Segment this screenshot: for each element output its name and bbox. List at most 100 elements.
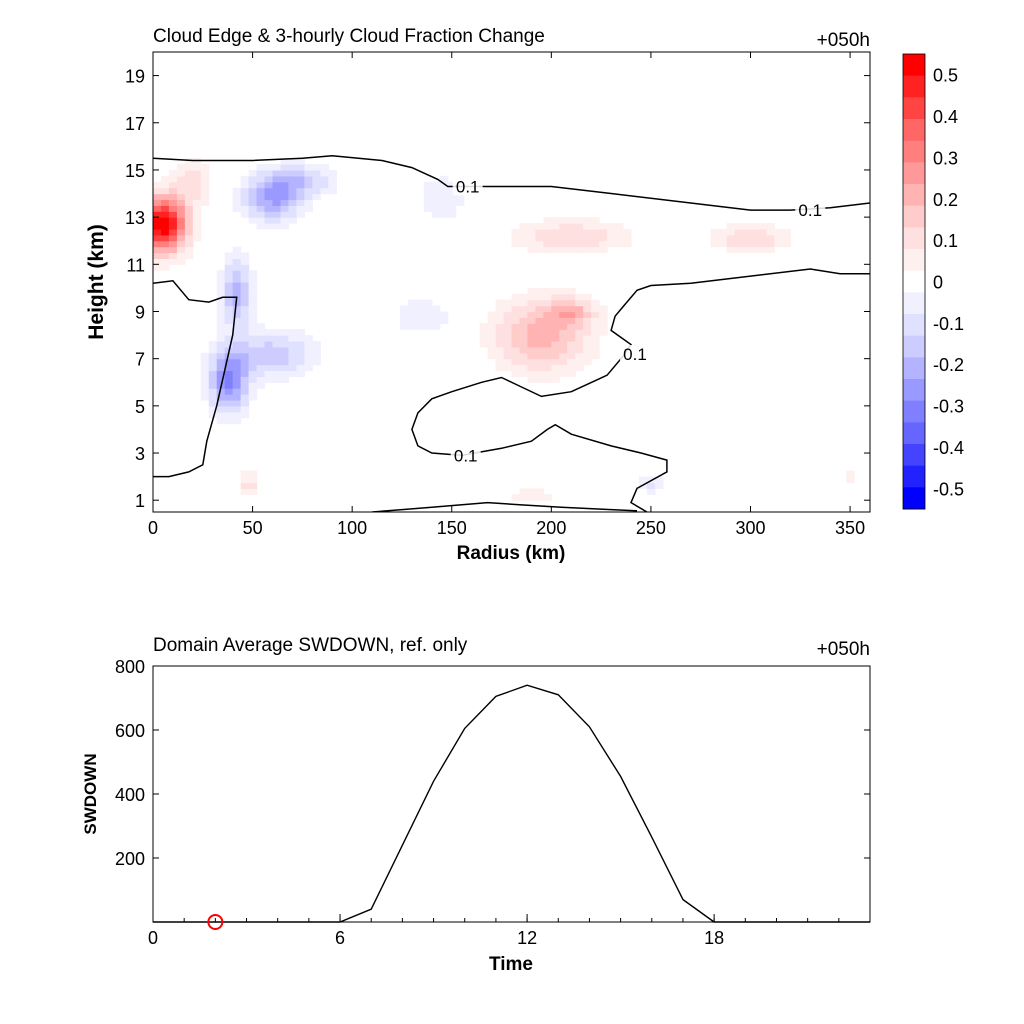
field-cell [519,240,529,248]
field-cell [591,223,600,230]
field-cell [511,352,521,360]
field-cell [216,364,226,372]
field-cell [184,205,194,212]
field-cell [320,175,329,183]
field-cell [559,228,568,236]
field-cell [519,317,529,324]
field-cell [248,270,258,277]
field-cell [184,217,194,224]
field-cell [200,364,210,372]
colorbar-swatch [903,270,925,293]
field-cell [567,246,576,254]
field-cell [543,370,552,377]
field-cell [216,417,226,425]
radius-axis-ticks: 0 50 100 150 200 250 300 350 [148,52,865,538]
field-cell [176,181,186,189]
field-cell [599,329,608,336]
field-cell [240,340,250,348]
field-cell [431,323,441,330]
field-cell [296,340,305,348]
field-cell [423,305,433,313]
field-cell [216,311,226,318]
field-cell [160,234,170,242]
field-cell [527,364,536,372]
field-cell [240,287,250,295]
field-cell [216,293,226,301]
field-cell [575,293,584,301]
x-tick-label: 150 [437,518,467,538]
field-cell [296,352,305,360]
field-cell [567,352,576,360]
field-cell [782,240,791,248]
field-cell [503,358,513,366]
field-cell [503,311,513,318]
field-cell [256,181,266,189]
field-cell [208,388,218,395]
field-cell [511,228,521,236]
field-cell [654,476,664,484]
field-cell [240,388,250,395]
field-cell [200,181,210,189]
field-cell [153,228,162,236]
field-cell [160,240,170,248]
field-cell [224,340,234,348]
field-cell [264,335,274,342]
field-cell [447,205,457,212]
field-cell [535,488,544,495]
field-cell [575,335,584,342]
field-cell [184,187,194,195]
field-cell [304,346,313,354]
field-cell [160,252,170,260]
field-cell [495,340,505,348]
field-cell [192,175,202,183]
field-cell [168,175,178,183]
field-cell [192,193,202,201]
field-cell [192,234,202,242]
field-cell [288,340,297,348]
colorbar-tick-label: -0.4 [933,438,964,458]
field-cell [447,187,457,195]
field-cell [224,276,234,283]
field-cell [575,323,584,330]
time-tick-label: 18 [704,928,724,948]
field-cell [535,223,544,230]
field-cell [176,211,186,218]
field-cell [312,169,321,177]
field-cell [200,388,210,395]
field-cell [543,228,552,236]
field-cell [248,335,258,342]
field-cell [583,293,592,301]
field-cell [559,217,568,224]
field-cell [551,376,560,383]
field-cell [535,364,544,372]
swdown-plot-frame [152,665,871,923]
field-cell [495,323,505,330]
field-cell [216,352,226,360]
field-cell [272,340,282,348]
field-cell [224,252,234,260]
field-cell [296,158,305,165]
field-cell [240,317,250,324]
field-cell [750,228,760,236]
field-cell [168,234,178,242]
field-cell [256,223,266,230]
field-cell [503,305,513,313]
height-axis-label: Height (km) [85,224,108,340]
field-cell [216,323,226,330]
field-cell [248,488,258,495]
radius-axis-label: Radius (km) [457,543,566,564]
field-cell [280,193,290,201]
field-cell [511,494,521,501]
field-cell [543,340,552,348]
field-cell [527,311,536,318]
field-cell [232,352,242,360]
field-cell [232,358,242,366]
time-tick-label: 12 [517,928,537,948]
field-cell [296,164,305,171]
field-cell [495,352,505,360]
field-cell [184,252,194,260]
field-cell [176,234,186,242]
field-cell [280,199,290,206]
cloud-edge-contours: 0.1 0.1 0.1 0.1 [153,155,870,512]
field-cell [160,187,170,195]
